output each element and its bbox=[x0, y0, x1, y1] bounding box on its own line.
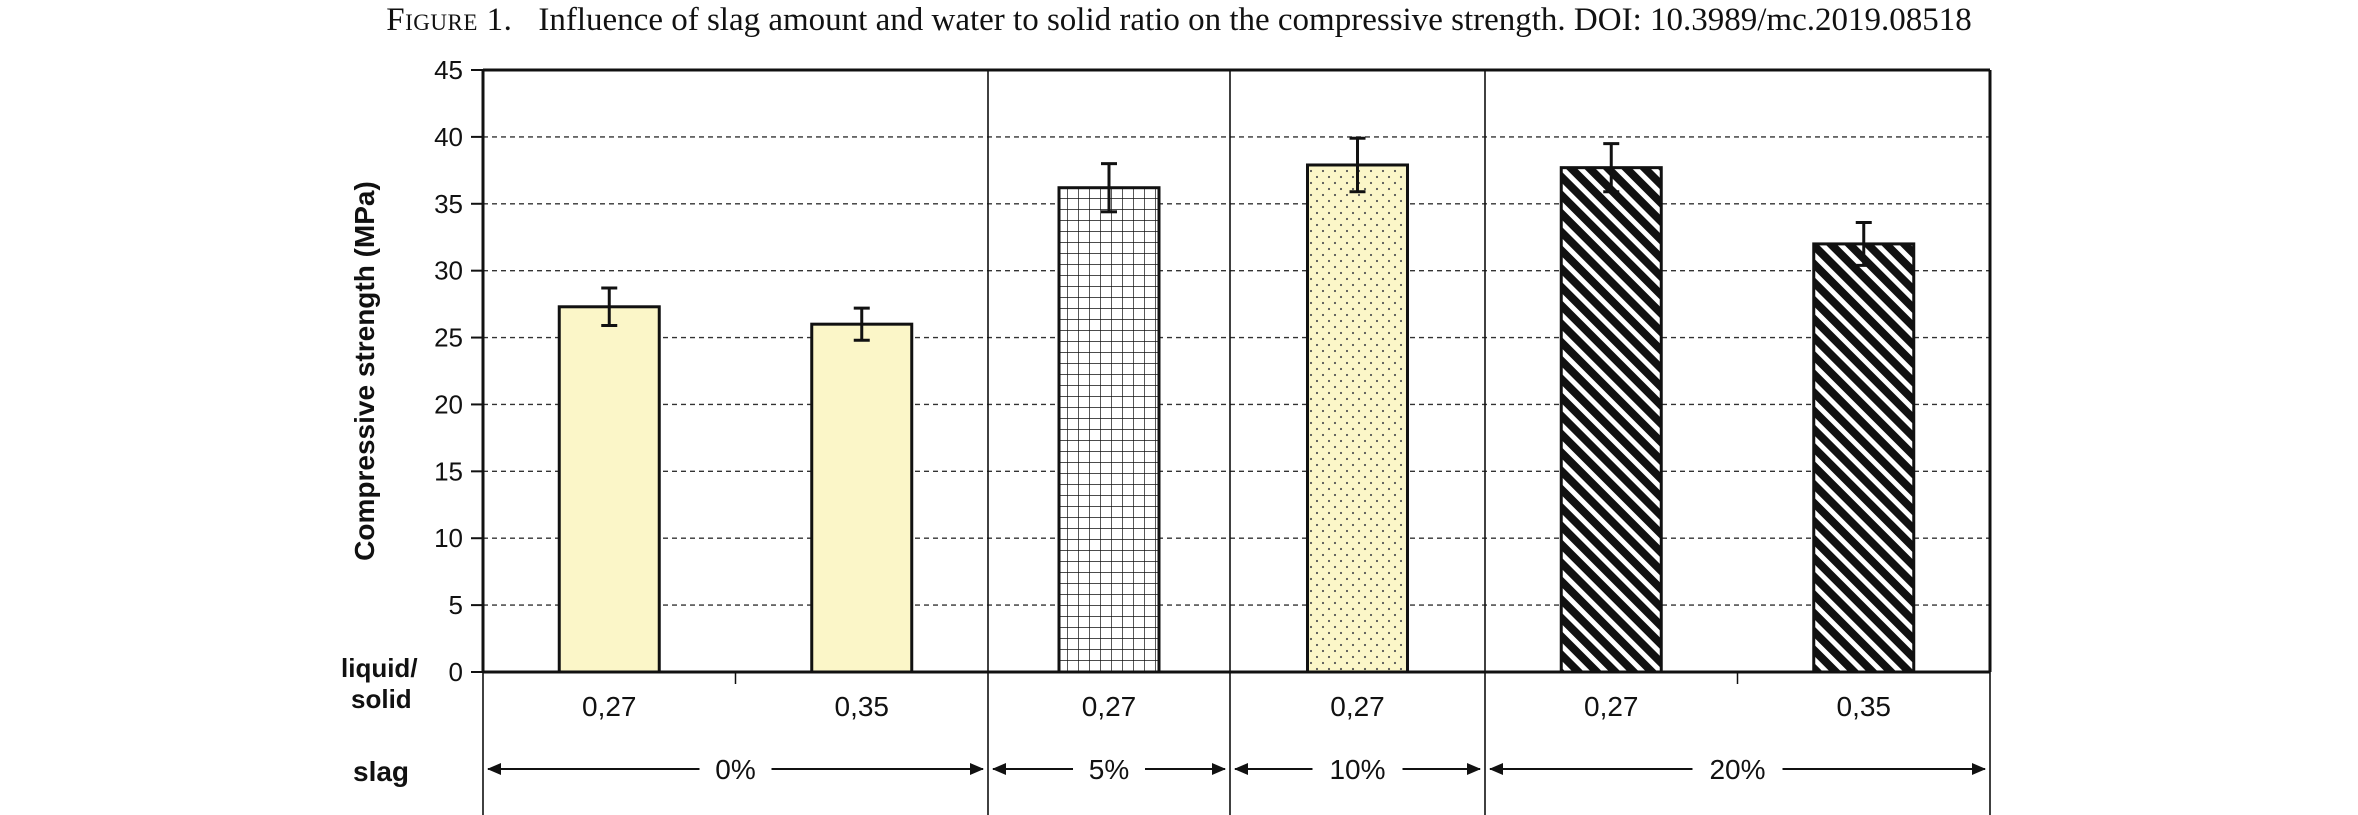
ratio-label: 0,27 bbox=[1082, 691, 1137, 722]
y-tick-label: 45 bbox=[434, 55, 463, 85]
ratio-label: 0,35 bbox=[1837, 691, 1892, 722]
bar bbox=[810, 322, 914, 674]
bar bbox=[1306, 163, 1409, 674]
slag-label: 10% bbox=[1329, 754, 1385, 785]
caption-text: Influence of slag amount and water to so… bbox=[538, 2, 1972, 38]
y-tick-label: 15 bbox=[434, 456, 463, 486]
slag-row-label: slag bbox=[353, 756, 409, 787]
y-tick-label: 20 bbox=[434, 389, 463, 419]
liquid-solid-label-line2: solid bbox=[351, 684, 412, 714]
slag-label: 20% bbox=[1709, 754, 1765, 785]
y-tick-label: 30 bbox=[434, 256, 463, 286]
y-axis-label: Compressive strength (MPa) bbox=[349, 181, 380, 561]
figure-caption: Figure 1. Influence of slag amount and wa… bbox=[0, 0, 2358, 40]
y-tick-label: 5 bbox=[449, 590, 463, 620]
slag-label: 5% bbox=[1089, 754, 1129, 785]
y-tick-label: 10 bbox=[434, 523, 463, 553]
bar bbox=[1812, 242, 1916, 674]
bar bbox=[557, 305, 661, 674]
y-tick-label: 0 bbox=[449, 657, 463, 687]
y-tick-label: 40 bbox=[434, 122, 463, 152]
ratio-label: 0,27 bbox=[1330, 691, 1385, 722]
slag-label: 0% bbox=[715, 754, 755, 785]
ratio-label: 0,27 bbox=[1584, 691, 1639, 722]
y-tick-label: 35 bbox=[434, 189, 463, 219]
bar bbox=[1057, 186, 1161, 674]
liquid-solid-label: liquid/ bbox=[341, 653, 418, 683]
y-tick-label: 25 bbox=[434, 323, 463, 353]
ratio-label: 0,35 bbox=[835, 691, 890, 722]
ratio-label: 0,27 bbox=[582, 691, 637, 722]
figure-label: Figure 1. bbox=[386, 2, 513, 38]
bar bbox=[1559, 166, 1663, 674]
